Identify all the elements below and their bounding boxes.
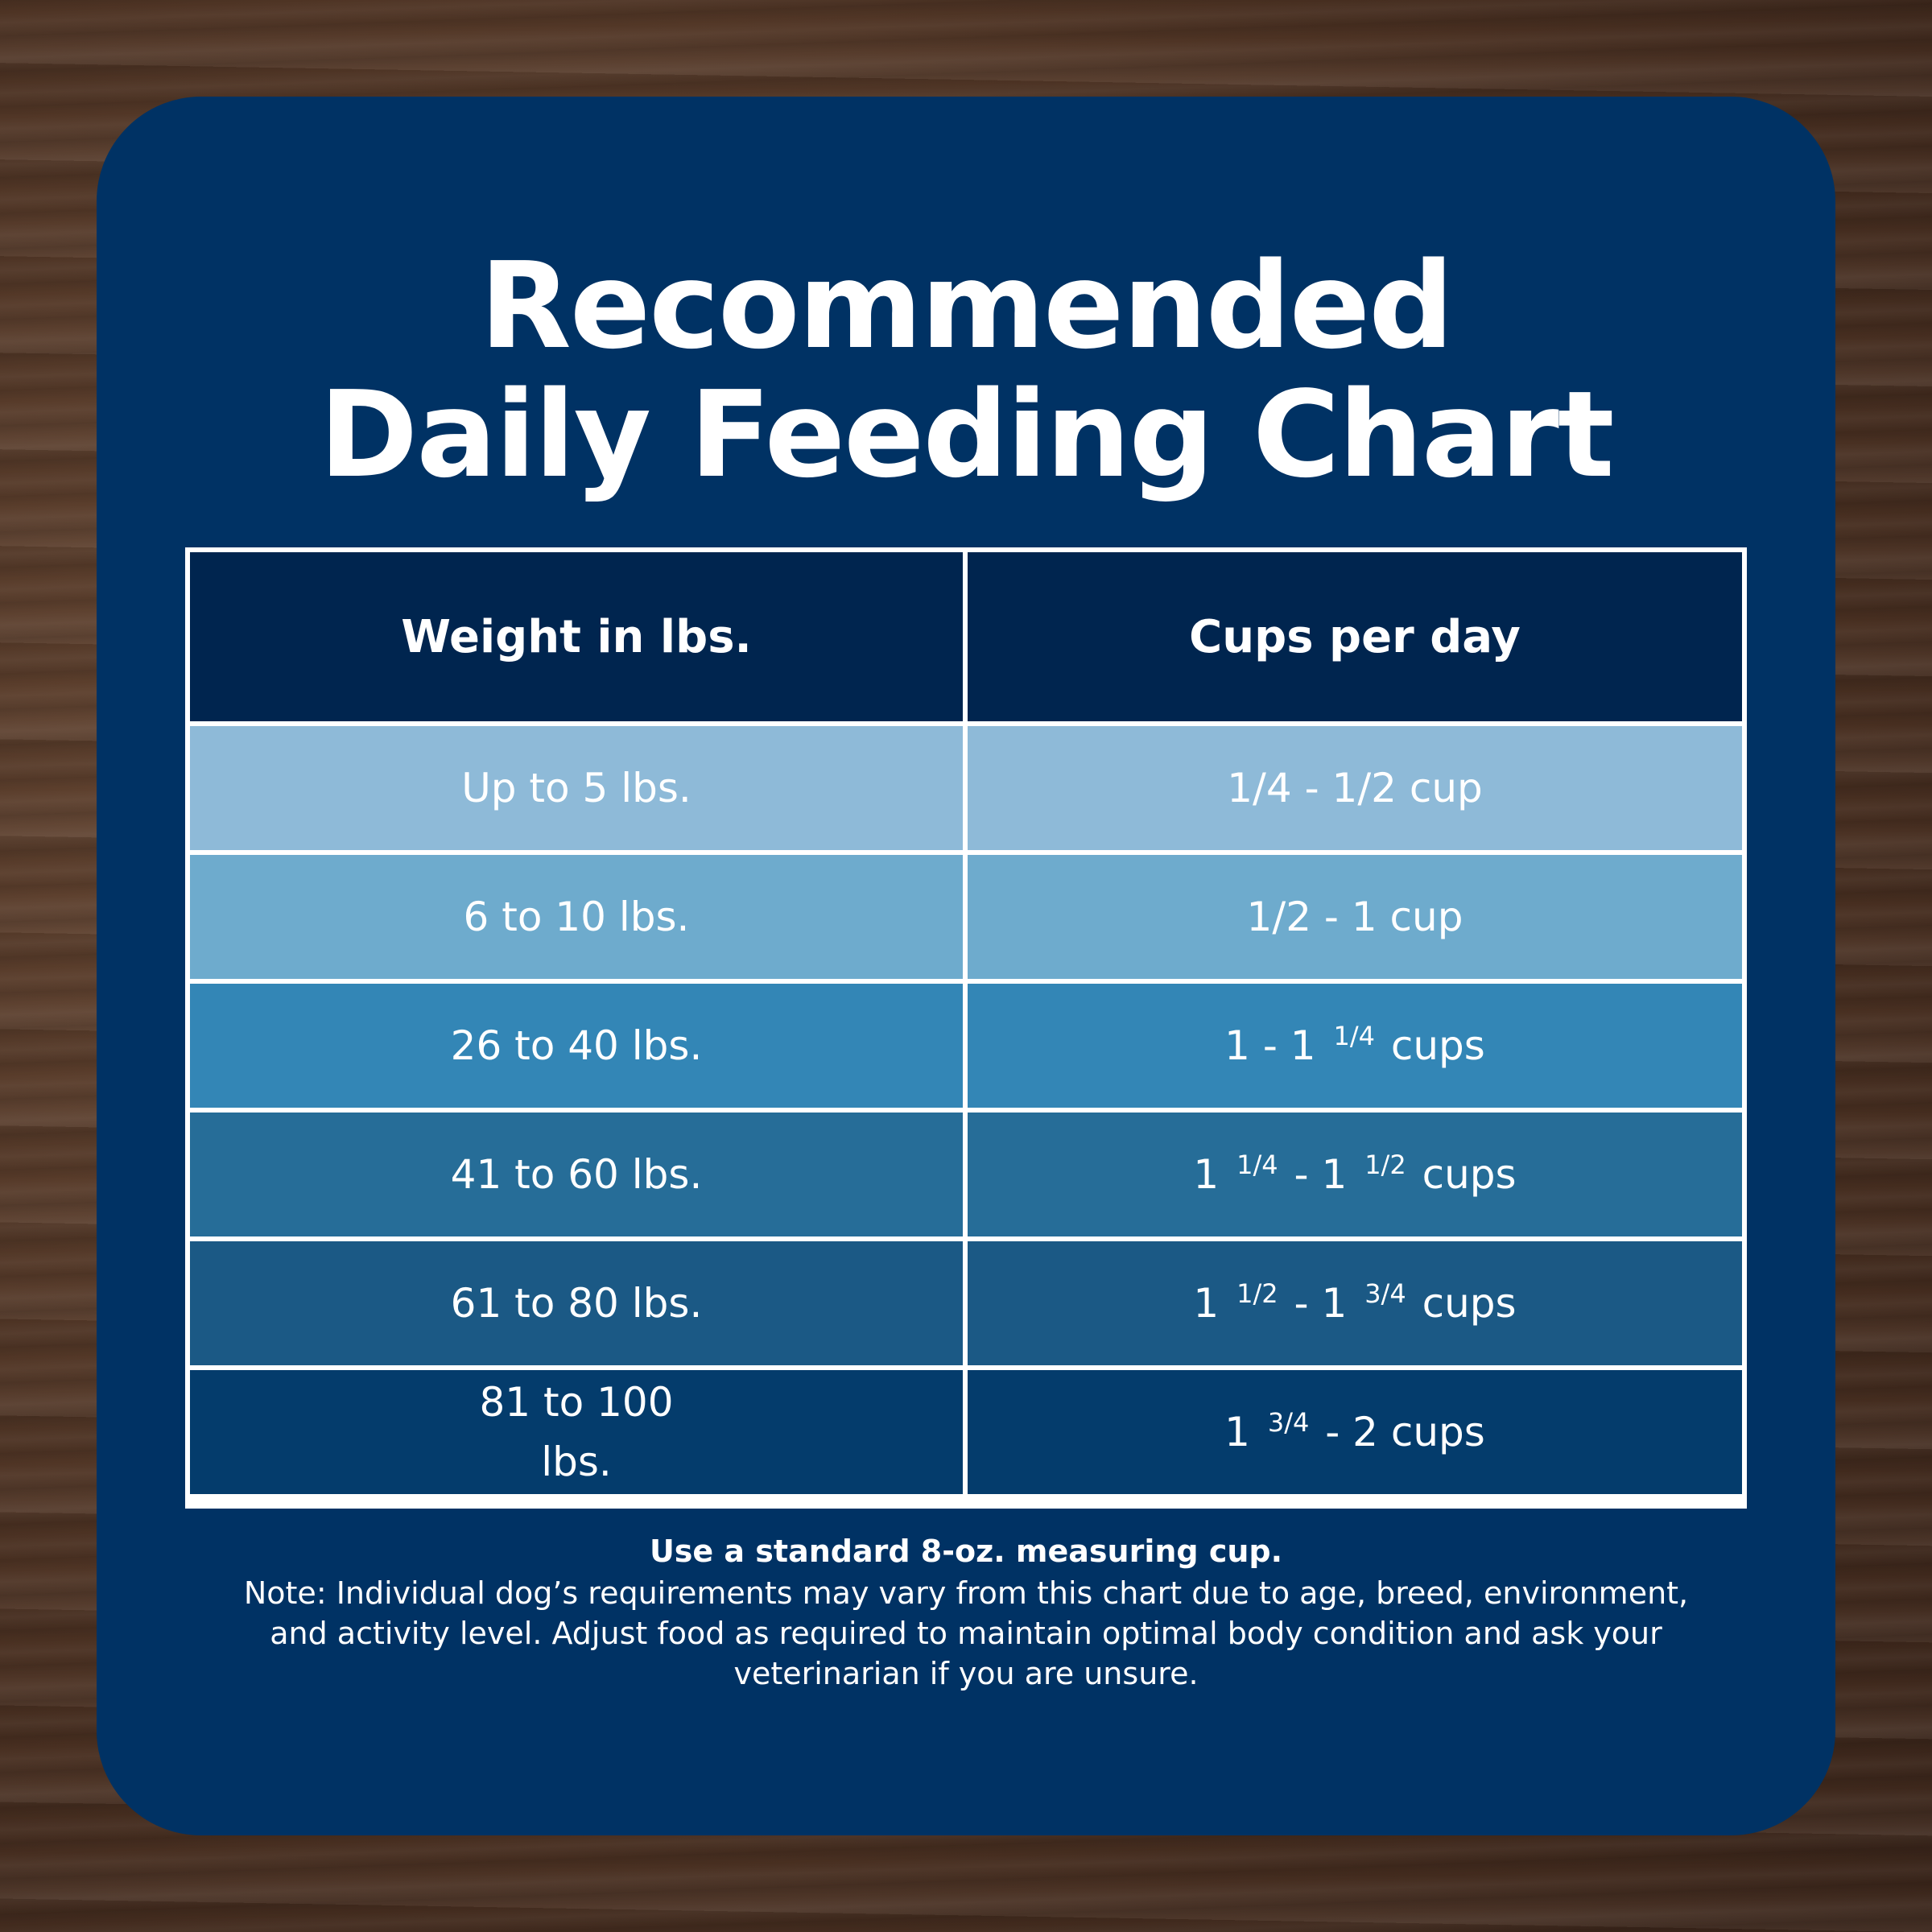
weight-cell: Up to 5 lbs. xyxy=(190,726,963,850)
cups-fraction: 3/4 xyxy=(1364,1278,1406,1309)
cups-fraction: 3/4 xyxy=(1267,1407,1310,1438)
cups-cell: 1/2 - 1 cup xyxy=(968,855,1742,979)
cups-text: - 1 xyxy=(1281,1151,1360,1198)
cups-cell: 1 - 1 1/4 cups xyxy=(968,984,1742,1108)
weight-cell: 41 to 60 lbs. xyxy=(190,1113,963,1236)
weight-cell: 6 to 10 lbs. xyxy=(190,855,963,979)
cups-cell: 1 3/4 - 2 cups xyxy=(968,1370,1742,1494)
footer: Use a standard 8-oz. measuring cup. Note… xyxy=(193,1530,1739,1694)
weight-line: lbs. xyxy=(541,1439,612,1485)
measuring-cup-note: Use a standard 8-oz. measuring cup. xyxy=(649,1534,1283,1569)
cups-text: 1 - 1 xyxy=(1224,1022,1329,1069)
cups-cell: 1 1/2 - 1 3/4 cups xyxy=(968,1241,1742,1365)
cups-fraction: 1/2 xyxy=(1236,1278,1278,1309)
header-cups: Cups per day xyxy=(968,552,1742,721)
cups-fraction: 1/4 xyxy=(1236,1150,1278,1180)
cups-fraction: 1/2 xyxy=(1364,1150,1406,1180)
note-line: and activity level. Adjust food as requi… xyxy=(270,1616,1662,1651)
weight-cell: 61 to 80 lbs. xyxy=(190,1241,963,1365)
cups-text: cups xyxy=(1409,1151,1517,1198)
cups-text: - 2 cups xyxy=(1312,1409,1485,1455)
requirements-note: Note: Individual dog’s requirements may … xyxy=(193,1573,1739,1694)
cups-cell: 1 1/4 - 1 1/2 cups xyxy=(968,1113,1742,1236)
cups-text: 1 xyxy=(1224,1409,1263,1455)
cups-text: 1 xyxy=(1193,1151,1232,1198)
cups-text: cups xyxy=(1409,1280,1517,1327)
weight-line: 81 to 100 xyxy=(479,1379,674,1426)
note-line: veterinarian if you are unsure. xyxy=(733,1656,1199,1691)
weight-cell: 81 to 100 lbs. xyxy=(190,1370,963,1494)
cups-text: 1/2 - 1 cup xyxy=(1246,894,1463,940)
header-weight: Weight in lbs. xyxy=(190,552,963,721)
cups-text: cups xyxy=(1377,1022,1485,1069)
weight-cell: 26 to 40 lbs. xyxy=(190,984,963,1108)
title-line-2: Daily Feeding Chart xyxy=(319,365,1614,504)
feeding-table: Weight in lbs. Cups per day Up to 5 lbs.… xyxy=(185,547,1747,1509)
page-title: Recommended Daily Feeding Chart xyxy=(0,242,1932,499)
cups-cell: 1/4 - 1/2 cup xyxy=(968,726,1742,850)
title-line-1: Recommended xyxy=(479,237,1454,375)
cups-text: 1 xyxy=(1193,1280,1232,1327)
note-line: Note: Individual dog’s requirements may … xyxy=(243,1575,1689,1611)
cups-fraction: 1/4 xyxy=(1333,1021,1375,1051)
cups-text: - 1 xyxy=(1281,1280,1360,1327)
cups-text: 1/4 - 1/2 cup xyxy=(1227,765,1483,811)
